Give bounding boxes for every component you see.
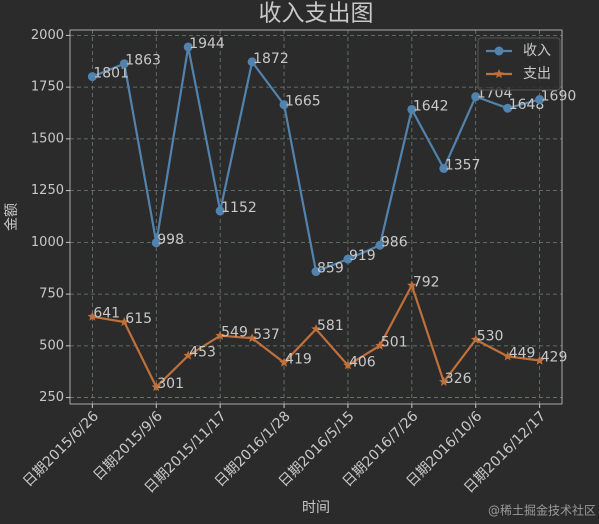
y-axis-label: 金额 xyxy=(4,203,20,231)
legend-marker xyxy=(494,46,504,56)
point xyxy=(471,334,481,344)
y-tick-label: 1500 xyxy=(31,131,64,146)
y-tick-label: 1000 xyxy=(31,235,64,250)
point xyxy=(375,340,385,350)
data-label: 1863 xyxy=(125,53,161,69)
y-tick-label: 500 xyxy=(39,338,64,353)
legend-label: 支出 xyxy=(523,66,551,82)
data-label: 449 xyxy=(509,345,536,361)
data-label: 1665 xyxy=(285,94,321,110)
chart-title: 收入支出图 xyxy=(259,1,374,27)
y-tick-label: 2000 xyxy=(31,28,64,43)
data-label: 429 xyxy=(541,350,568,366)
point xyxy=(119,59,129,69)
point xyxy=(535,95,545,105)
point xyxy=(247,57,257,67)
point xyxy=(439,376,449,386)
plot-frame xyxy=(69,29,563,405)
x-axis-label: 时间 xyxy=(302,500,330,516)
data-label: 998 xyxy=(157,232,184,248)
y-tick-label: 750 xyxy=(39,287,64,302)
watermark: @稀土掘金技术社区 xyxy=(488,503,596,518)
data-label: 453 xyxy=(189,345,216,361)
legend-marker xyxy=(494,69,504,78)
y-tick-label: 250 xyxy=(39,390,64,405)
data-label: 530 xyxy=(477,329,504,345)
data-label: 1872 xyxy=(253,51,289,67)
data-label: 919 xyxy=(349,248,376,264)
y-tick-label: 1250 xyxy=(31,183,64,198)
point xyxy=(311,324,321,334)
point xyxy=(439,163,449,173)
point xyxy=(375,240,385,250)
point xyxy=(87,311,98,321)
point xyxy=(502,351,513,361)
point xyxy=(343,254,353,264)
data-label: 986 xyxy=(381,234,408,250)
data-label: 615 xyxy=(125,311,152,327)
data-label: 549 xyxy=(221,325,248,341)
data-label: 581 xyxy=(317,318,344,334)
data-label: 501 xyxy=(381,335,408,351)
data-label: 641 xyxy=(93,306,120,322)
point xyxy=(215,206,225,216)
point xyxy=(215,330,225,340)
data-label: 1944 xyxy=(189,36,225,52)
point xyxy=(343,360,353,370)
point xyxy=(151,238,161,248)
data-label: 1690 xyxy=(541,89,577,105)
point xyxy=(151,382,161,392)
point xyxy=(87,72,97,82)
data-label: 792 xyxy=(413,274,440,290)
point xyxy=(183,42,193,52)
data-label: 537 xyxy=(253,327,280,343)
y-tick-label: 1750 xyxy=(31,80,64,95)
point xyxy=(503,103,513,113)
data-label: 1357 xyxy=(445,157,481,173)
legend-label: 收入 xyxy=(523,43,551,59)
data-label: 406 xyxy=(349,354,376,370)
point xyxy=(407,280,417,290)
point xyxy=(279,100,289,110)
point xyxy=(183,350,193,360)
point xyxy=(119,317,130,327)
point xyxy=(247,333,257,343)
point xyxy=(311,267,321,277)
data-label: 326 xyxy=(445,371,472,387)
data-label: 1642 xyxy=(413,98,449,114)
data-label: 301 xyxy=(157,376,184,392)
point xyxy=(407,104,417,114)
point xyxy=(534,355,545,365)
point xyxy=(279,357,289,367)
data-label: 1648 xyxy=(509,97,545,113)
data-label: 1152 xyxy=(221,200,257,216)
data-label: 419 xyxy=(285,352,312,368)
point xyxy=(471,92,481,102)
data-label: 859 xyxy=(317,261,344,277)
data-label: 1801 xyxy=(93,66,129,82)
